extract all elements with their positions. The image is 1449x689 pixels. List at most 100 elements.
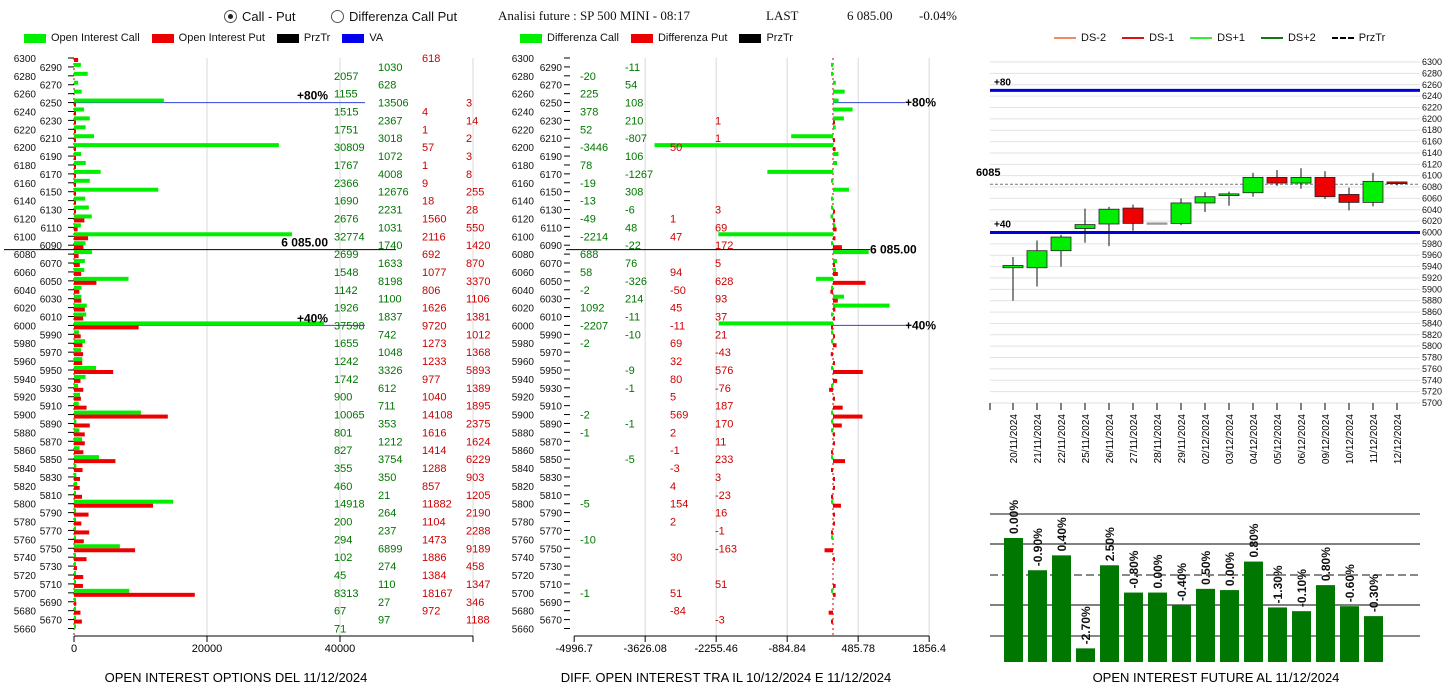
call-diff-label: -5 xyxy=(625,454,635,466)
put-value-label: 1420 xyxy=(466,240,490,252)
y-tick-label: 5800 xyxy=(512,500,535,511)
put-value-label: 1106 xyxy=(466,294,490,306)
call-bar xyxy=(74,579,76,584)
radio-call-put[interactable]: Call - Put xyxy=(224,9,295,24)
put-diff-label: 1 xyxy=(715,133,721,145)
put-bar xyxy=(74,298,82,303)
put-diff-label: 51 xyxy=(670,588,682,600)
put-bar xyxy=(74,156,76,161)
call-value-label: 1031 xyxy=(378,222,402,234)
y-tick-label: 5740 xyxy=(512,553,535,564)
call-bar xyxy=(74,383,79,388)
y-tick-label: 5850 xyxy=(40,455,63,466)
put-diff-bar xyxy=(833,138,835,143)
put-diff-bar xyxy=(833,432,835,437)
y-tick-label: 6300 xyxy=(512,54,535,65)
call-diff-bar xyxy=(833,259,837,264)
call-bar xyxy=(74,80,79,85)
call-diff-label: -1 xyxy=(625,383,635,395)
put-diff-bar xyxy=(833,307,836,312)
call-diff-bar xyxy=(654,143,833,148)
y-tick-label: 5860 xyxy=(14,446,37,457)
put-value-label: 972 xyxy=(422,606,440,618)
call-value-label: 37598 xyxy=(334,320,365,332)
put-bar xyxy=(74,111,76,116)
date-label: 04/12/2024 xyxy=(1249,414,1260,464)
y-tick-label: 6130 xyxy=(540,206,563,217)
radio-differenza-call-put[interactable]: Differenza Call Put xyxy=(331,9,457,24)
y-tick-label: 5750 xyxy=(40,544,63,555)
put-value-label: 9 xyxy=(422,178,428,190)
put-diff-label: -1 xyxy=(715,525,725,537)
legend-item: Differenza Call xyxy=(520,32,619,44)
call-bar xyxy=(74,205,89,210)
call-value-label: 3018 xyxy=(378,133,402,145)
date-label: 21/11/2024 xyxy=(1033,414,1044,464)
call-diff-bar xyxy=(831,339,833,344)
put-value-label: 903 xyxy=(466,472,484,484)
y-tick-label: 6240 xyxy=(1422,91,1442,101)
call-diff-bar xyxy=(830,214,833,219)
call-bar xyxy=(74,437,83,442)
y-tick-label: 5800 xyxy=(14,500,37,511)
y-tick-label: 6010 xyxy=(540,313,563,324)
y-tick-label: 6010 xyxy=(40,313,63,324)
call-diff-bar xyxy=(833,267,837,272)
put-bar xyxy=(74,191,76,196)
put-bar xyxy=(74,218,85,223)
put-diff-bar xyxy=(833,218,835,223)
candle-body xyxy=(1314,176,1336,198)
y-tick-label: 5960 xyxy=(512,357,535,368)
call-value-label: 1155 xyxy=(334,89,358,101)
oi-bar xyxy=(1340,606,1359,662)
call-value-label: 2367 xyxy=(378,115,402,127)
y-tick-label: 5930 xyxy=(40,384,63,395)
put-bar xyxy=(74,307,85,312)
radio-selected-icon[interactable] xyxy=(224,10,237,23)
y-tick-label: 5780 xyxy=(1422,353,1442,363)
put-diff-bar xyxy=(833,271,838,276)
date-label: 06/12/2024 xyxy=(1297,414,1308,464)
call-bar xyxy=(74,606,76,611)
call-diff-label: 48 xyxy=(625,222,637,234)
y-tick-label: 6230 xyxy=(540,116,563,127)
y-tick-label: 5860 xyxy=(512,446,535,457)
call-diff-label: -2 xyxy=(580,410,590,422)
oi-change-label: -2.70% xyxy=(1079,606,1093,644)
put-bar xyxy=(74,530,90,535)
call-diff-bar xyxy=(831,178,833,183)
call-diff-bar xyxy=(833,294,845,299)
put-diff-label: 94 xyxy=(670,267,682,279)
put-bar xyxy=(74,289,80,294)
radio-unselected-icon[interactable] xyxy=(331,10,344,23)
put-value-label: 11882 xyxy=(422,499,452,511)
y-tick-label: 6240 xyxy=(14,107,37,118)
call-value-label: 1837 xyxy=(378,312,402,324)
y-tick-label: 5790 xyxy=(540,509,563,520)
candle-body xyxy=(1050,236,1072,252)
y-tick-label: 5970 xyxy=(540,348,563,359)
legend-item: DS-2 xyxy=(1054,32,1106,44)
y-tick-label: 6040 xyxy=(1422,205,1442,215)
last-value: 6 085.00 xyxy=(847,8,893,23)
call-diff-bar xyxy=(833,89,845,94)
y-tick-label: 5740 xyxy=(14,553,37,564)
oi-bar xyxy=(1100,565,1119,662)
oi-change-label: -0.30% xyxy=(1367,574,1381,612)
call-diff-label: -1267 xyxy=(625,169,653,181)
put-value-label: 1368 xyxy=(466,347,490,359)
y-tick-label: 6110 xyxy=(40,223,62,234)
put-diff-label: 1 xyxy=(670,213,676,225)
put-diff-label: 11 xyxy=(715,436,726,448)
y-tick-label: 6040 xyxy=(14,286,37,297)
call-diff-label: -1 xyxy=(580,427,590,439)
put-value-label: 57 xyxy=(422,142,434,154)
call-diff-label: -10 xyxy=(580,534,596,546)
put-bar xyxy=(74,263,80,268)
put-value-label: 870 xyxy=(466,258,484,270)
legend-line xyxy=(1190,37,1213,39)
put-diff-bar xyxy=(833,441,835,446)
legend-swatch xyxy=(24,33,46,43)
call-value-label: 827 xyxy=(334,445,352,457)
put-diff-label: 569 xyxy=(670,410,688,422)
